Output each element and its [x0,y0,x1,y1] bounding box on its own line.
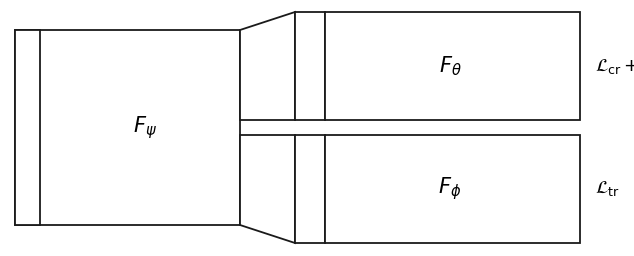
Text: $F_{\theta}$: $F_{\theta}$ [439,54,462,78]
Text: $F_{\phi}$: $F_{\phi}$ [438,176,462,202]
Polygon shape [240,135,295,243]
Polygon shape [240,12,295,120]
Bar [15,30,240,225]
Bar [325,135,580,243]
Text: $\mathcal{L}_{\mathrm{tr}}$: $\mathcal{L}_{\mathrm{tr}}$ [595,179,620,198]
Text: $F_{\psi}$: $F_{\psi}$ [133,115,157,141]
Bar [295,135,325,243]
Bar [295,12,325,120]
Bar [325,12,580,120]
Bar [15,30,40,225]
Text: $\mathcal{L}_{\mathrm{cr}} + \mathcal{L}_{\mathrm{meta}}$: $\mathcal{L}_{\mathrm{cr}} + \mathcal{L}… [595,57,634,76]
